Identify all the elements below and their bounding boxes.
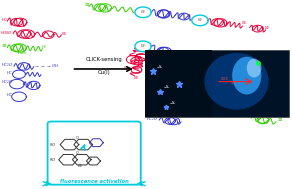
Text: $N_3$: $N_3$ — [264, 24, 271, 32]
Text: $N_2$: $N_2$ — [140, 43, 146, 50]
Text: $\sim\sim\sim$: $\sim\sim\sim$ — [34, 63, 52, 68]
Ellipse shape — [204, 53, 269, 110]
Text: O: O — [76, 136, 79, 140]
Text: $H_3$: $H_3$ — [41, 43, 47, 51]
Text: $RO$: $RO$ — [49, 156, 56, 163]
Ellipse shape — [247, 59, 261, 77]
Text: Cu(I): Cu(I) — [97, 70, 110, 75]
Text: $\equiv$: $\equiv$ — [83, 2, 90, 8]
Text: O: O — [75, 151, 78, 156]
Text: $N_3$: $N_3$ — [133, 75, 139, 82]
Text: $-N_2$: $-N_2$ — [163, 84, 171, 91]
FancyBboxPatch shape — [145, 50, 212, 117]
Text: CLICK: CLICK — [220, 77, 228, 81]
Text: $N_2$: $N_2$ — [140, 9, 146, 16]
Text: $\equiv$: $\equiv$ — [276, 116, 283, 123]
Text: $1$ atm: $1$ atm — [16, 49, 28, 57]
Text: fluorescence activation: fluorescence activation — [60, 179, 128, 184]
Text: $HC_2O$: $HC_2O$ — [1, 61, 14, 69]
Text: $-N_2$: $-N_2$ — [169, 99, 177, 107]
Text: $\equiv$: $\equiv$ — [0, 43, 7, 50]
Text: $N_3$: $N_3$ — [77, 162, 84, 170]
Polygon shape — [237, 84, 253, 94]
FancyBboxPatch shape — [145, 50, 289, 117]
Text: $RO$: $RO$ — [49, 141, 57, 148]
Ellipse shape — [232, 57, 261, 94]
Text: $OH$: $OH$ — [51, 62, 59, 69]
Text: $HC_2O$: $HC_2O$ — [146, 115, 158, 123]
Polygon shape — [135, 41, 151, 52]
Text: $H_2$: $H_2$ — [1, 16, 8, 24]
Text: $H_2NO$: $H_2NO$ — [0, 29, 13, 37]
Text: $N_2$: $N_2$ — [242, 85, 248, 93]
Text: $HC$: $HC$ — [6, 69, 14, 76]
Polygon shape — [135, 7, 151, 18]
Text: $N_3$: $N_3$ — [123, 65, 129, 72]
Text: Cu(I): Cu(I) — [231, 81, 237, 84]
Text: $\equiv$: $\equiv$ — [273, 87, 280, 94]
Text: CLICK-sensing: CLICK-sensing — [85, 57, 122, 62]
Text: $HC_2O$: $HC_2O$ — [1, 78, 14, 86]
Text: $N_2$: $N_2$ — [197, 17, 203, 24]
Text: $N_3$: $N_3$ — [61, 30, 67, 38]
Text: $-N_2$: $-N_2$ — [156, 63, 164, 71]
FancyBboxPatch shape — [48, 122, 141, 185]
Text: $N_3$: $N_3$ — [241, 20, 247, 27]
Text: $HC$: $HC$ — [6, 91, 14, 98]
Polygon shape — [192, 15, 208, 26]
